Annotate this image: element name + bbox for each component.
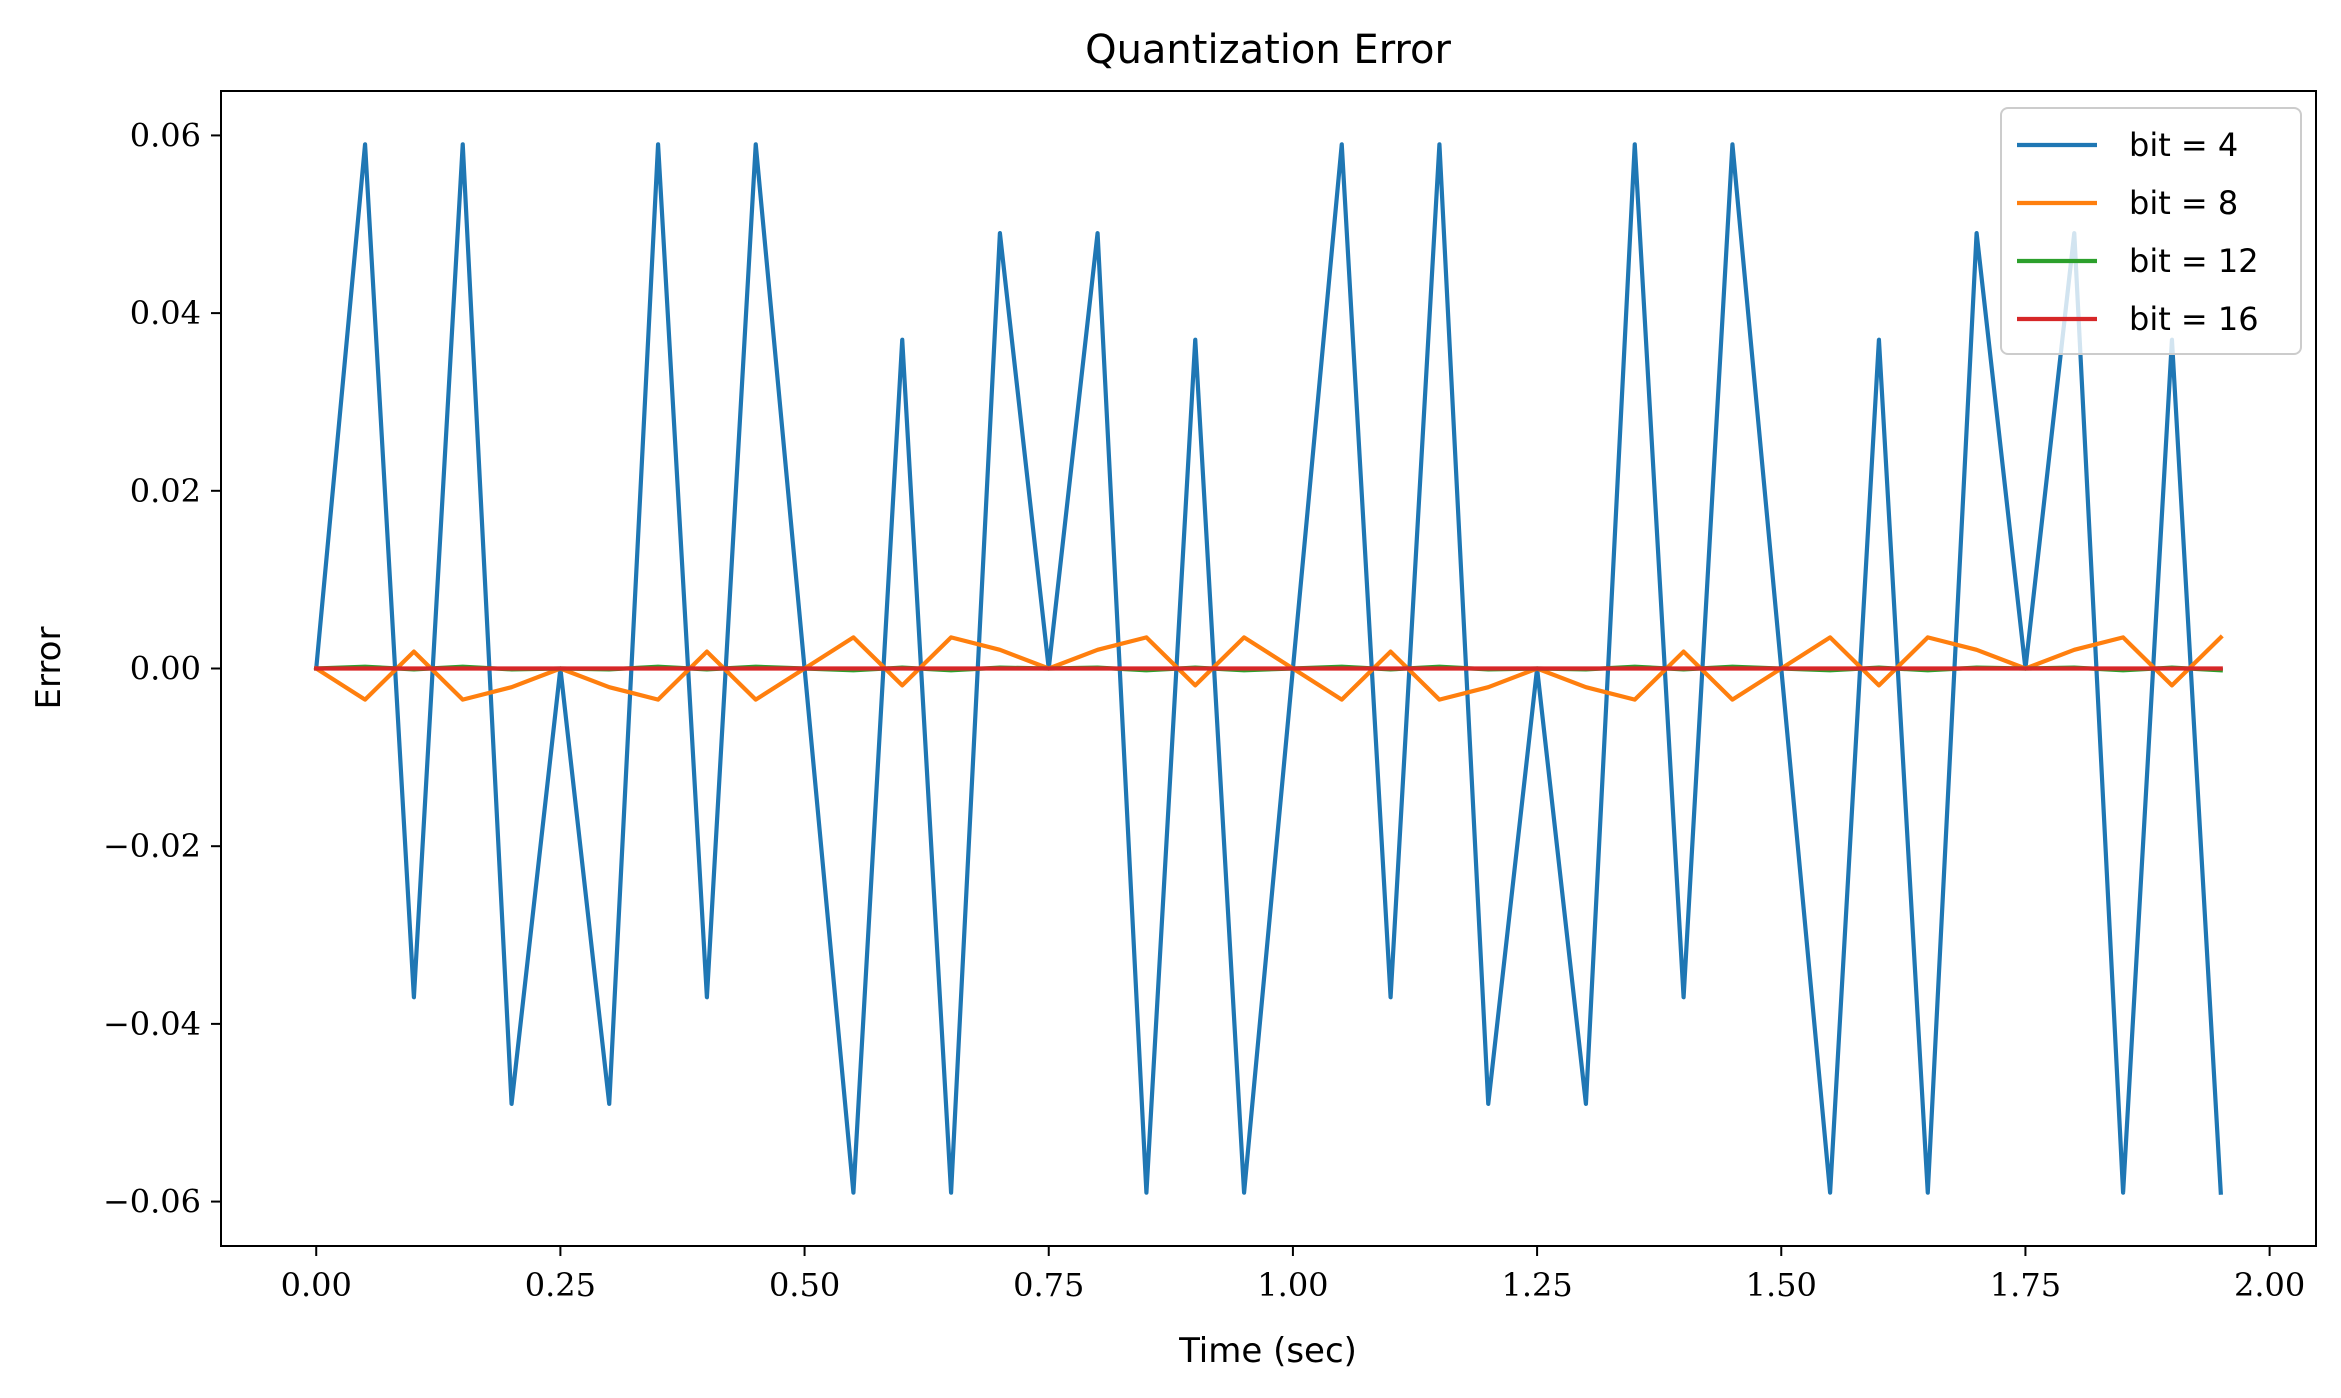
series-line-2: [313, 634, 2224, 702]
y-tick-label: 0.02: [130, 472, 201, 510]
legend-box: [2000, 107, 2302, 355]
y-tick-label: 0.04: [130, 294, 201, 332]
y-axis-label: Error: [29, 627, 69, 710]
y-tick-label: −0.02: [103, 827, 201, 865]
series-lines: [313, 142, 2224, 1195]
y-tick-label: 0.00: [130, 650, 201, 688]
series-line-1: [313, 142, 2223, 1195]
plot-area: [220, 90, 2317, 1247]
chart-title: Quantization Error: [1085, 27, 1451, 73]
legend-label: bit = 16: [2129, 300, 2259, 338]
x-axis-ticks: 0.00 0.25 0.50 0.75 1.00 1.25 1.50 1.75 2.00: [281, 1246, 2305, 1304]
legend-label: bit = 4: [2129, 126, 2238, 164]
y-tick-label: 0.06: [130, 116, 201, 154]
x-tick-label: 1.25: [1501, 1266, 1572, 1304]
x-tick-label: 0.25: [525, 1266, 596, 1304]
legend: bit = 4 bit = 8 bit = 12 bit = 16: [2000, 107, 2302, 355]
x-tick-label: 0.75: [1013, 1266, 1084, 1304]
x-tick-label: 1.50: [1746, 1266, 1817, 1304]
x-tick-label: 2.00: [2234, 1266, 2305, 1304]
x-tick-label: 0.50: [769, 1266, 840, 1304]
y-tick-label: −0.04: [103, 1005, 201, 1043]
legend-label: bit = 12: [2129, 242, 2259, 280]
x-tick-label: 0.00: [281, 1266, 352, 1304]
x-axis-label: Time (sec): [1178, 1331, 1357, 1371]
x-tick-label: 1.00: [1257, 1266, 1328, 1304]
y-axis-ticks: 0.06 0.04 0.02 0.00 −0.02 −0.04 −0.06: [103, 116, 221, 1221]
y-tick-label: −0.06: [103, 1183, 201, 1221]
x-tick-label: 1.75: [1990, 1266, 2061, 1304]
legend-label: bit = 8: [2129, 184, 2238, 222]
